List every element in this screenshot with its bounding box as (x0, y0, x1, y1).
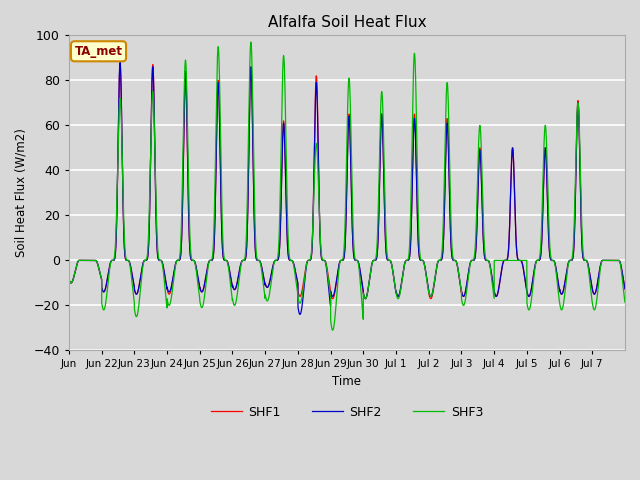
SHF2 (65, 276, 73, 282)
X-axis label: Time: Time (332, 375, 362, 388)
SHF1 (512, 235, 520, 241)
SHF3 (72, 265, 80, 271)
SHF1 (188, 257, 195, 263)
SHF1 (621, 285, 628, 291)
SHF2 (406, 250, 414, 255)
SHF2 (512, 235, 520, 241)
SHF3 (65, 276, 73, 282)
SHF3 (512, 257, 520, 263)
SHF1 (329, 296, 337, 301)
SHF3 (314, 157, 321, 163)
SHF3 (188, 254, 195, 260)
SHF2 (116, 60, 124, 65)
SHF3 (247, 39, 255, 45)
SHF2 (314, 118, 321, 124)
SHF1 (72, 265, 80, 271)
Text: TA_met: TA_met (74, 45, 122, 58)
SHF1 (621, 286, 628, 292)
Line: SHF2: SHF2 (69, 62, 625, 314)
SHF3 (621, 300, 628, 305)
SHF2 (621, 285, 628, 291)
SHF3 (329, 327, 337, 333)
Y-axis label: Soil Heat Flux (W/m2): Soil Heat Flux (W/m2) (15, 129, 28, 257)
SHF2 (188, 257, 195, 263)
Line: SHF3: SHF3 (69, 42, 625, 330)
SHF3 (621, 298, 628, 304)
SHF1 (314, 109, 321, 115)
Line: SHF1: SHF1 (69, 65, 625, 299)
Title: Alfalfa Soil Heat Flux: Alfalfa Soil Heat Flux (268, 15, 426, 30)
SHF2 (296, 312, 304, 317)
SHF1 (65, 276, 73, 282)
SHF2 (621, 286, 628, 292)
SHF2 (72, 265, 80, 271)
SHF1 (406, 250, 414, 255)
SHF1 (116, 62, 124, 68)
Legend: SHF1, SHF2, SHF3: SHF1, SHF2, SHF3 (206, 401, 488, 424)
SHF3 (406, 232, 414, 238)
